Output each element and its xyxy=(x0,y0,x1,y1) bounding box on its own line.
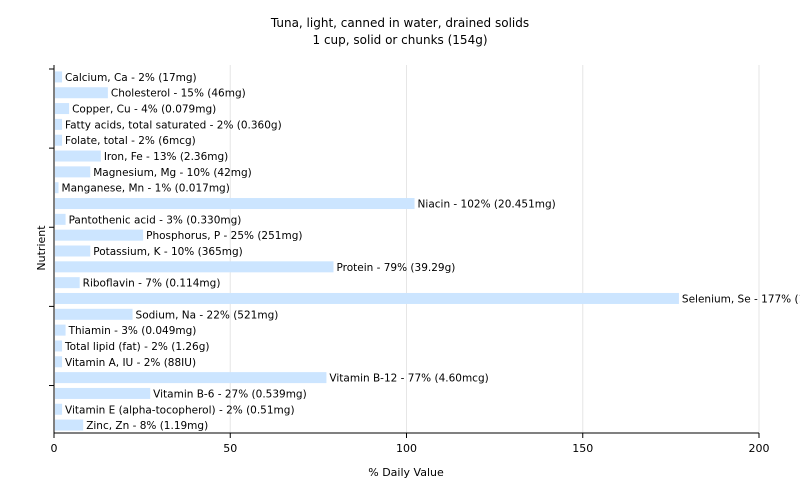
bar-label: Vitamin B-12 - 77% (4.60mcg) xyxy=(329,373,488,385)
bar-label: Zinc, Zn - 8% (1.19mg) xyxy=(86,420,208,432)
bar xyxy=(55,340,63,352)
bar-label: Calcium, Ca - 2% (17mg) xyxy=(65,72,197,84)
bar xyxy=(55,308,133,320)
bar-label: Riboflavin - 7% (0.114mg) xyxy=(83,278,221,290)
bar xyxy=(55,356,63,368)
bar xyxy=(55,213,66,225)
x-tick-label: 0 xyxy=(51,442,58,455)
bar xyxy=(55,87,108,99)
bar xyxy=(55,198,415,210)
bar xyxy=(55,71,63,83)
bar xyxy=(55,403,63,415)
bar-label: Vitamin E (alpha-tocopherol) - 2% (0.51m… xyxy=(65,404,294,416)
bar-label: Niacin - 102% (20.451mg) xyxy=(418,199,556,211)
bar xyxy=(55,324,66,336)
bar-label: Total lipid (fat) - 2% (1.26g) xyxy=(64,341,209,353)
bar-label: Phosphorus, P - 25% (251mg) xyxy=(146,230,302,242)
chart-subtitle: 1 cup, solid or chunks (154g) xyxy=(313,33,488,47)
bar xyxy=(55,150,101,162)
axes: 0 50 100 150 200 xyxy=(49,65,770,455)
bar-label: Vitamin A, IU - 2% (88IU) xyxy=(65,357,196,369)
chart-title: Tuna, light, canned in water, drained so… xyxy=(270,16,529,30)
bar xyxy=(55,372,327,384)
bar-label: Copper, Cu - 4% (0.079mg) xyxy=(72,104,216,116)
bar-label: Thiamin - 3% (0.049mg) xyxy=(68,325,197,337)
x-tick-label: 50 xyxy=(223,442,237,455)
bar-label: Protein - 79% (39.29g) xyxy=(336,262,455,274)
x-tick-label: 150 xyxy=(572,442,593,455)
bar xyxy=(55,419,84,431)
bar-label: Sodium, Na - 22% (521mg) xyxy=(136,309,279,321)
x-tick-label: 200 xyxy=(749,442,770,455)
bar xyxy=(55,103,70,115)
bar xyxy=(55,229,144,241)
bar xyxy=(55,292,679,304)
bar xyxy=(55,261,334,273)
bar-label: Pantothenic acid - 3% (0.330mg) xyxy=(69,214,242,226)
bar-label: Manganese, Mn - 1% (0.017mg) xyxy=(62,183,230,195)
bar-label: Vitamin B-6 - 27% (0.539mg) xyxy=(153,388,307,400)
x-axis-title: % Daily Value xyxy=(368,466,444,479)
bar-label: Folate, total - 2% (6mcg) xyxy=(65,135,196,147)
bar xyxy=(55,166,91,178)
y-axis-title: Nutrient xyxy=(35,225,48,271)
grid-lines xyxy=(229,65,760,433)
x-tick-label: 100 xyxy=(396,442,417,455)
bar-label: Magnesium, Mg - 10% (42mg) xyxy=(93,167,252,179)
bar-label: Potassium, K - 10% (365mg) xyxy=(93,246,243,258)
bars: Calcium, Ca - 2% (17mg) Cholesterol - 15%… xyxy=(55,71,800,432)
bar xyxy=(55,118,63,130)
bar-label: Cholesterol - 15% (46mg) xyxy=(111,88,246,100)
bar-label: Selenium, Se - 177% (123.8mcg) xyxy=(682,293,800,305)
bar-label: Fatty acids, total saturated - 2% (0.360… xyxy=(65,119,282,131)
bar xyxy=(55,182,59,194)
bar xyxy=(55,277,80,289)
bar xyxy=(55,134,63,146)
bar-label: Iron, Fe - 13% (2.36mg) xyxy=(104,151,228,163)
bar xyxy=(55,245,91,257)
bar xyxy=(55,387,151,399)
